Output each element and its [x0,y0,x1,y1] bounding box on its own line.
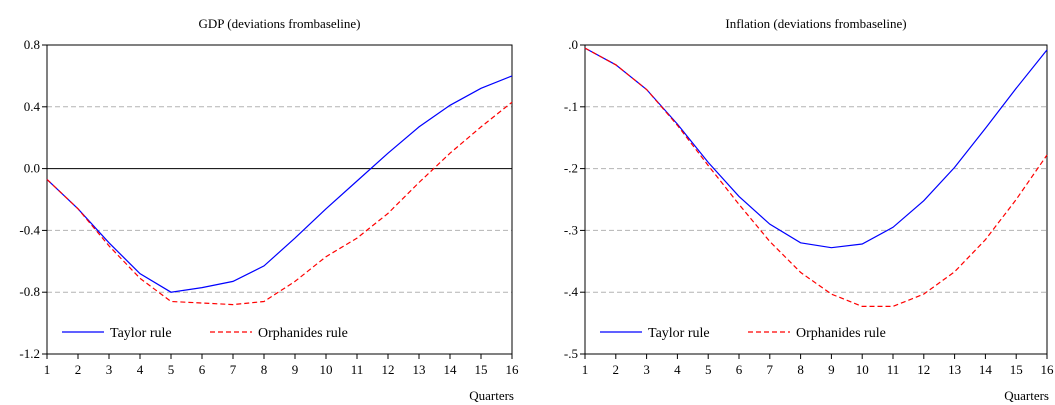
gdp-x-tick-label: 2 [75,362,82,377]
gdp-chart-panel: GDP (deviations frombaseline) Quarters 0… [19,16,519,403]
inflation-x-tick-label: 15 [1010,362,1023,377]
gdp-series-taylor-rule [46,75,513,293]
inflation-y-tick-label: -.5 [564,346,578,361]
inflation-x-tick-label: 6 [736,362,743,377]
gdp-x-tick-label: 8 [261,362,268,377]
inflation-y-tick-label: -.1 [564,99,578,114]
gdp-x-tick-label: 1 [44,362,51,377]
inflation-x-tick-label: 12 [917,362,930,377]
inflation-y-tick-label: -.2 [564,161,578,176]
gdp-x-tick-label: 3 [106,362,113,377]
inflation-x-tick-label: 4 [674,362,681,377]
gdp-legend-label-taylor-rule: Taylor rule [110,326,172,341]
inflation-x-tick-label: 3 [643,362,650,377]
gdp-x-tick-label: 10 [320,362,333,377]
gdp-x-tick-label: 7 [230,362,237,377]
inflation-x-tick-label: 1 [582,362,589,377]
gdp-y-tick-label: 0.0 [24,161,40,176]
gdp-x-tick-label: 15 [475,362,488,377]
gdp-plot-frame [46,44,513,355]
gdp-x-tick-label: 13 [413,362,426,377]
inflation-x-tick-label: 14 [979,362,993,377]
gdp-chart-title: GDP (deviations frombaseline) [199,16,361,31]
inflation-x-tick-label: 10 [856,362,869,377]
inflation-plot-frame [584,44,1048,355]
gdp-x-tick-label: 5 [168,362,175,377]
inflation-chart-title: Inflation (deviations frombaseline) [725,16,906,31]
inflation-chart-panel: Inflation (deviations frombaseline) Quar… [564,16,1054,403]
gdp-y-tick-label: -1.2 [19,346,40,361]
inflation-x-tick-label: 9 [828,362,835,377]
inflation-series-orphanides-rule [584,47,1048,307]
inflation-y-tick-label: .0 [568,37,578,52]
gdp-x-tick-label: 12 [382,362,395,377]
gdp-y-tick-label: 0.4 [24,99,41,114]
gdp-y-tick-label: -0.8 [19,284,40,299]
inflation-x-tick-label: 5 [705,362,712,377]
gdp-x-tick-label: 11 [351,362,364,377]
gdp-x-axis-label: Quarters [469,388,514,403]
inflation-x-tick-label: 11 [887,362,900,377]
gdp-x-tick-label: 4 [137,362,144,377]
inflation-x-tick-label: 13 [948,362,961,377]
inflation-y-tick-label: -.4 [564,284,579,299]
gdp-y-tick-label: 0.8 [24,37,40,52]
inflation-x-tick-label: 8 [797,362,804,377]
gdp-x-tick-label: 16 [506,362,520,377]
gdp-x-tick-label: 9 [292,362,299,377]
inflation-x-tick-label: 2 [613,362,620,377]
inflation-legend-label-orphanides-rule: Orphanides rule [796,326,886,341]
gdp-series-orphanides-rule [46,101,513,306]
inflation-y-tick-label: -.3 [564,222,578,237]
inflation-x-tick-label: 7 [767,362,774,377]
gdp-x-tick-label: 6 [199,362,206,377]
inflation-legend-label-taylor-rule: Taylor rule [648,326,710,341]
inflation-x-axis-label: Quarters [1004,388,1049,403]
gdp-x-tick-label: 14 [444,362,458,377]
inflation-series-taylor-rule [584,47,1048,249]
inflation-x-tick-label: 16 [1041,362,1055,377]
gdp-legend-label-orphanides-rule: Orphanides rule [258,326,348,341]
gdp-y-tick-label: -0.4 [19,222,40,237]
